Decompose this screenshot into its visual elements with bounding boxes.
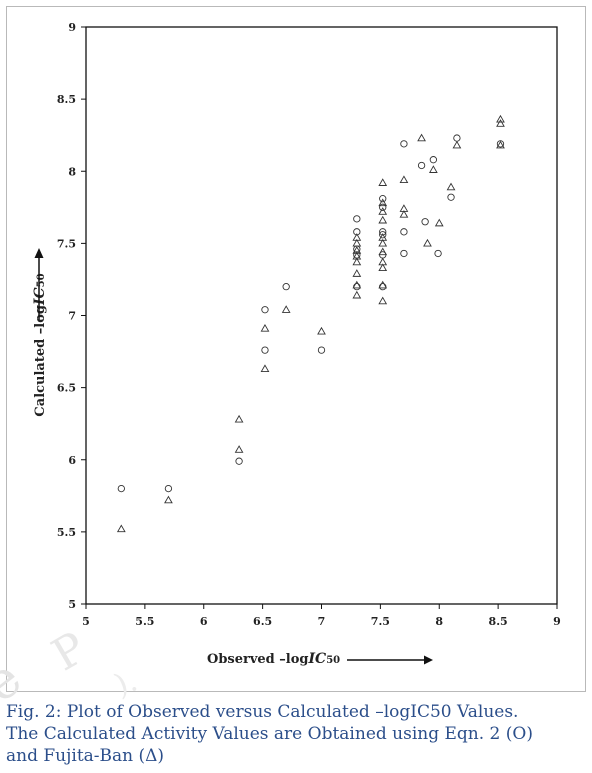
data-point-circle xyxy=(496,140,505,148)
data-point-triangle xyxy=(260,323,270,332)
x-axis-title: Observed –logIC50 xyxy=(207,651,340,667)
plot-area xyxy=(85,26,558,605)
x-tick-label: 7 xyxy=(318,615,326,628)
y-tick-label: 7 xyxy=(68,310,76,323)
y-tick-label: 5.5 xyxy=(57,526,76,539)
data-point-circle xyxy=(317,346,326,354)
data-point-triangle xyxy=(496,140,505,149)
y-tick-label: 8.5 xyxy=(57,93,76,106)
y-axis-title: Calculated –logIC50 xyxy=(32,273,48,416)
data-point-triangle xyxy=(378,207,388,215)
data-point-circle xyxy=(379,195,387,203)
data-point-triangle xyxy=(496,114,505,123)
data-point-circle xyxy=(429,156,438,164)
data-point-triangle xyxy=(399,210,409,218)
y-tick-label: 9 xyxy=(68,21,76,34)
data-point-triangle xyxy=(352,269,362,277)
x-tick-label: 6 xyxy=(200,615,208,628)
data-point-circle xyxy=(400,140,408,148)
y-tick-label: 8 xyxy=(68,165,76,178)
data-point-circle xyxy=(417,161,426,170)
data-point-triangle xyxy=(378,263,388,272)
y-tick-label: 6.5 xyxy=(57,382,76,395)
data-point-triangle xyxy=(352,257,362,266)
x-axis-arrow xyxy=(347,655,433,665)
data-point-circle xyxy=(117,484,125,493)
caption-line-1: Fig. 2: Plot of Observed versus Calculat… xyxy=(6,702,519,722)
x-tick-label: 9 xyxy=(553,615,561,628)
figure-frame xyxy=(6,6,586,692)
data-point-triangle xyxy=(417,133,426,142)
data-point-circle xyxy=(379,228,387,236)
x-tick-label: 5.5 xyxy=(135,615,154,628)
data-point-triangle xyxy=(164,495,173,504)
data-point-circle xyxy=(235,457,243,465)
x-tick-label: 7.5 xyxy=(371,615,390,628)
data-point-circle xyxy=(164,484,173,493)
data-point-triangle xyxy=(317,326,326,335)
data-point-circle xyxy=(282,282,290,291)
x-tick-label: 5 xyxy=(82,615,90,628)
data-point-triangle xyxy=(234,414,244,423)
data-point-triangle xyxy=(428,165,438,173)
data-point-triangle xyxy=(378,296,388,305)
data-point-triangle xyxy=(234,445,244,453)
caption-line-2: The Calculated Activity Values are Obtai… xyxy=(6,724,533,744)
data-point-triangle xyxy=(378,215,388,224)
caption-line-3: and Fujita-Ban (Δ) xyxy=(6,746,165,766)
data-point-triangle xyxy=(446,182,456,191)
data-point-triangle xyxy=(281,305,291,313)
data-point-circle xyxy=(421,218,429,226)
x-tick-label: 6.5 xyxy=(253,615,272,628)
data-point-triangle xyxy=(423,238,432,247)
data-point-triangle xyxy=(352,280,362,289)
data-point-triangle xyxy=(378,198,388,207)
data-point-triangle xyxy=(399,175,409,184)
data-point-triangle xyxy=(378,238,388,247)
data-point-triangle xyxy=(434,218,444,227)
data-point-circle xyxy=(400,228,408,236)
data-point-triangle xyxy=(116,524,126,533)
y-tick-label: 6 xyxy=(68,454,76,467)
data-point-circle xyxy=(261,346,269,354)
data-point-triangle xyxy=(352,238,362,247)
data-point-triangle xyxy=(496,119,505,127)
data-point-circle xyxy=(261,306,269,314)
data-point-triangle xyxy=(378,178,388,186)
data-point-circle xyxy=(353,215,361,223)
data-point-circle xyxy=(353,282,361,291)
data-point-circle xyxy=(379,203,387,211)
data-point-circle xyxy=(379,282,387,291)
data-point-triangle xyxy=(352,290,362,299)
y-tick-label: 7.5 xyxy=(57,237,76,250)
data-point-triangle xyxy=(452,140,462,149)
scatter-chart: 5 5.5 6 6.5 7 7.5 8 8.5 9 5 5.5 6 6.5 7 7.5 8 8.5 9 Calcu… xyxy=(32,21,561,667)
data-point-circle xyxy=(379,231,387,239)
data-point-circle xyxy=(434,249,442,258)
data-point-circle xyxy=(353,228,361,236)
y-axis-arrow xyxy=(34,248,44,320)
data-point-triangle xyxy=(378,280,388,289)
data-point-triangle xyxy=(260,364,270,373)
figure-caption: Fig. 2: Plot of Observed versus Calculat… xyxy=(6,701,592,767)
x-tick-label: 8.5 xyxy=(489,615,508,628)
x-tick-label: 8 xyxy=(435,615,443,628)
data-point-circle xyxy=(447,193,455,201)
y-tick-label: 5 xyxy=(68,598,76,611)
data-point-circle xyxy=(400,249,408,258)
data-point-triangle xyxy=(378,247,388,256)
data-point-circle xyxy=(453,134,461,142)
